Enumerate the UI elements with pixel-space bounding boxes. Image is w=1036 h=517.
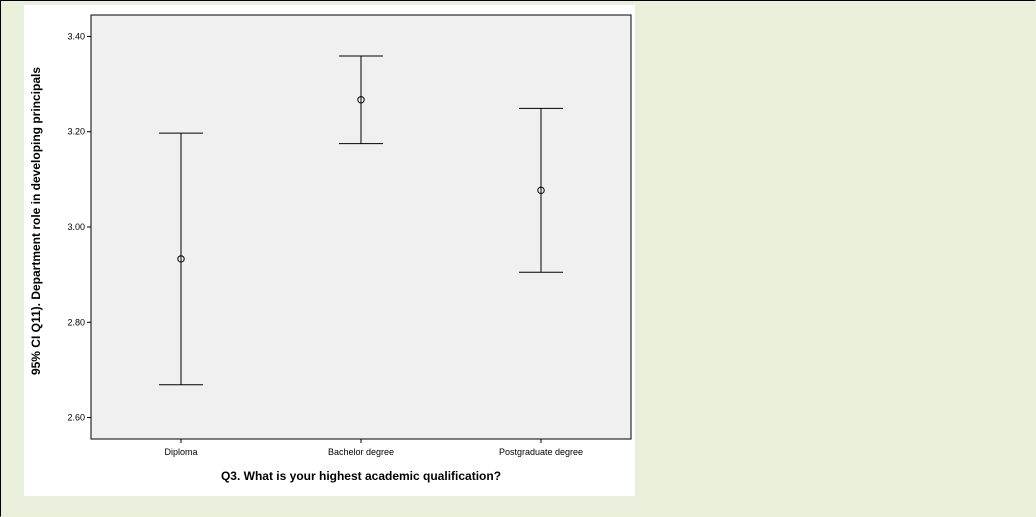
error-bars — [159, 55, 563, 386]
x-axis: Diploma Bachelor degree Postgraduate degre… — [164, 439, 583, 457]
mean-marker — [357, 96, 365, 104]
x-tick-label: Bachelor degree — [328, 447, 394, 457]
y-tick-label: 3.20 — [67, 127, 85, 137]
y-tick-label: 3.00 — [67, 222, 85, 232]
error-bar — [339, 55, 383, 145]
error-bar-chart: 2.60 2.80 3.00 3.20 3.40 Diploma Bachelor deg… — [29, 14, 632, 483]
x-tick-label: Postgraduate degree — [499, 447, 583, 457]
error-bar — [519, 107, 563, 273]
y-axis: 2.60 2.80 3.00 3.20 3.40 — [67, 31, 91, 423]
mean-marker — [537, 186, 545, 195]
y-tick-label: 2.60 — [67, 413, 85, 423]
x-axis-title: Q3. What is your highest academic qualif… — [221, 469, 501, 483]
y-axis-title: 95% CI Q11). Department role in developi… — [29, 67, 43, 375]
y-tick-label: 2.80 — [67, 317, 85, 327]
mean-marker — [177, 255, 185, 263]
x-tick-label: Diploma — [164, 447, 197, 457]
chart-panel: 2.60 2.80 3.00 3.20 3.40 Diploma Bachelor deg… — [24, 5, 635, 496]
y-tick-label: 3.40 — [67, 31, 85, 41]
error-bar — [159, 132, 203, 386]
